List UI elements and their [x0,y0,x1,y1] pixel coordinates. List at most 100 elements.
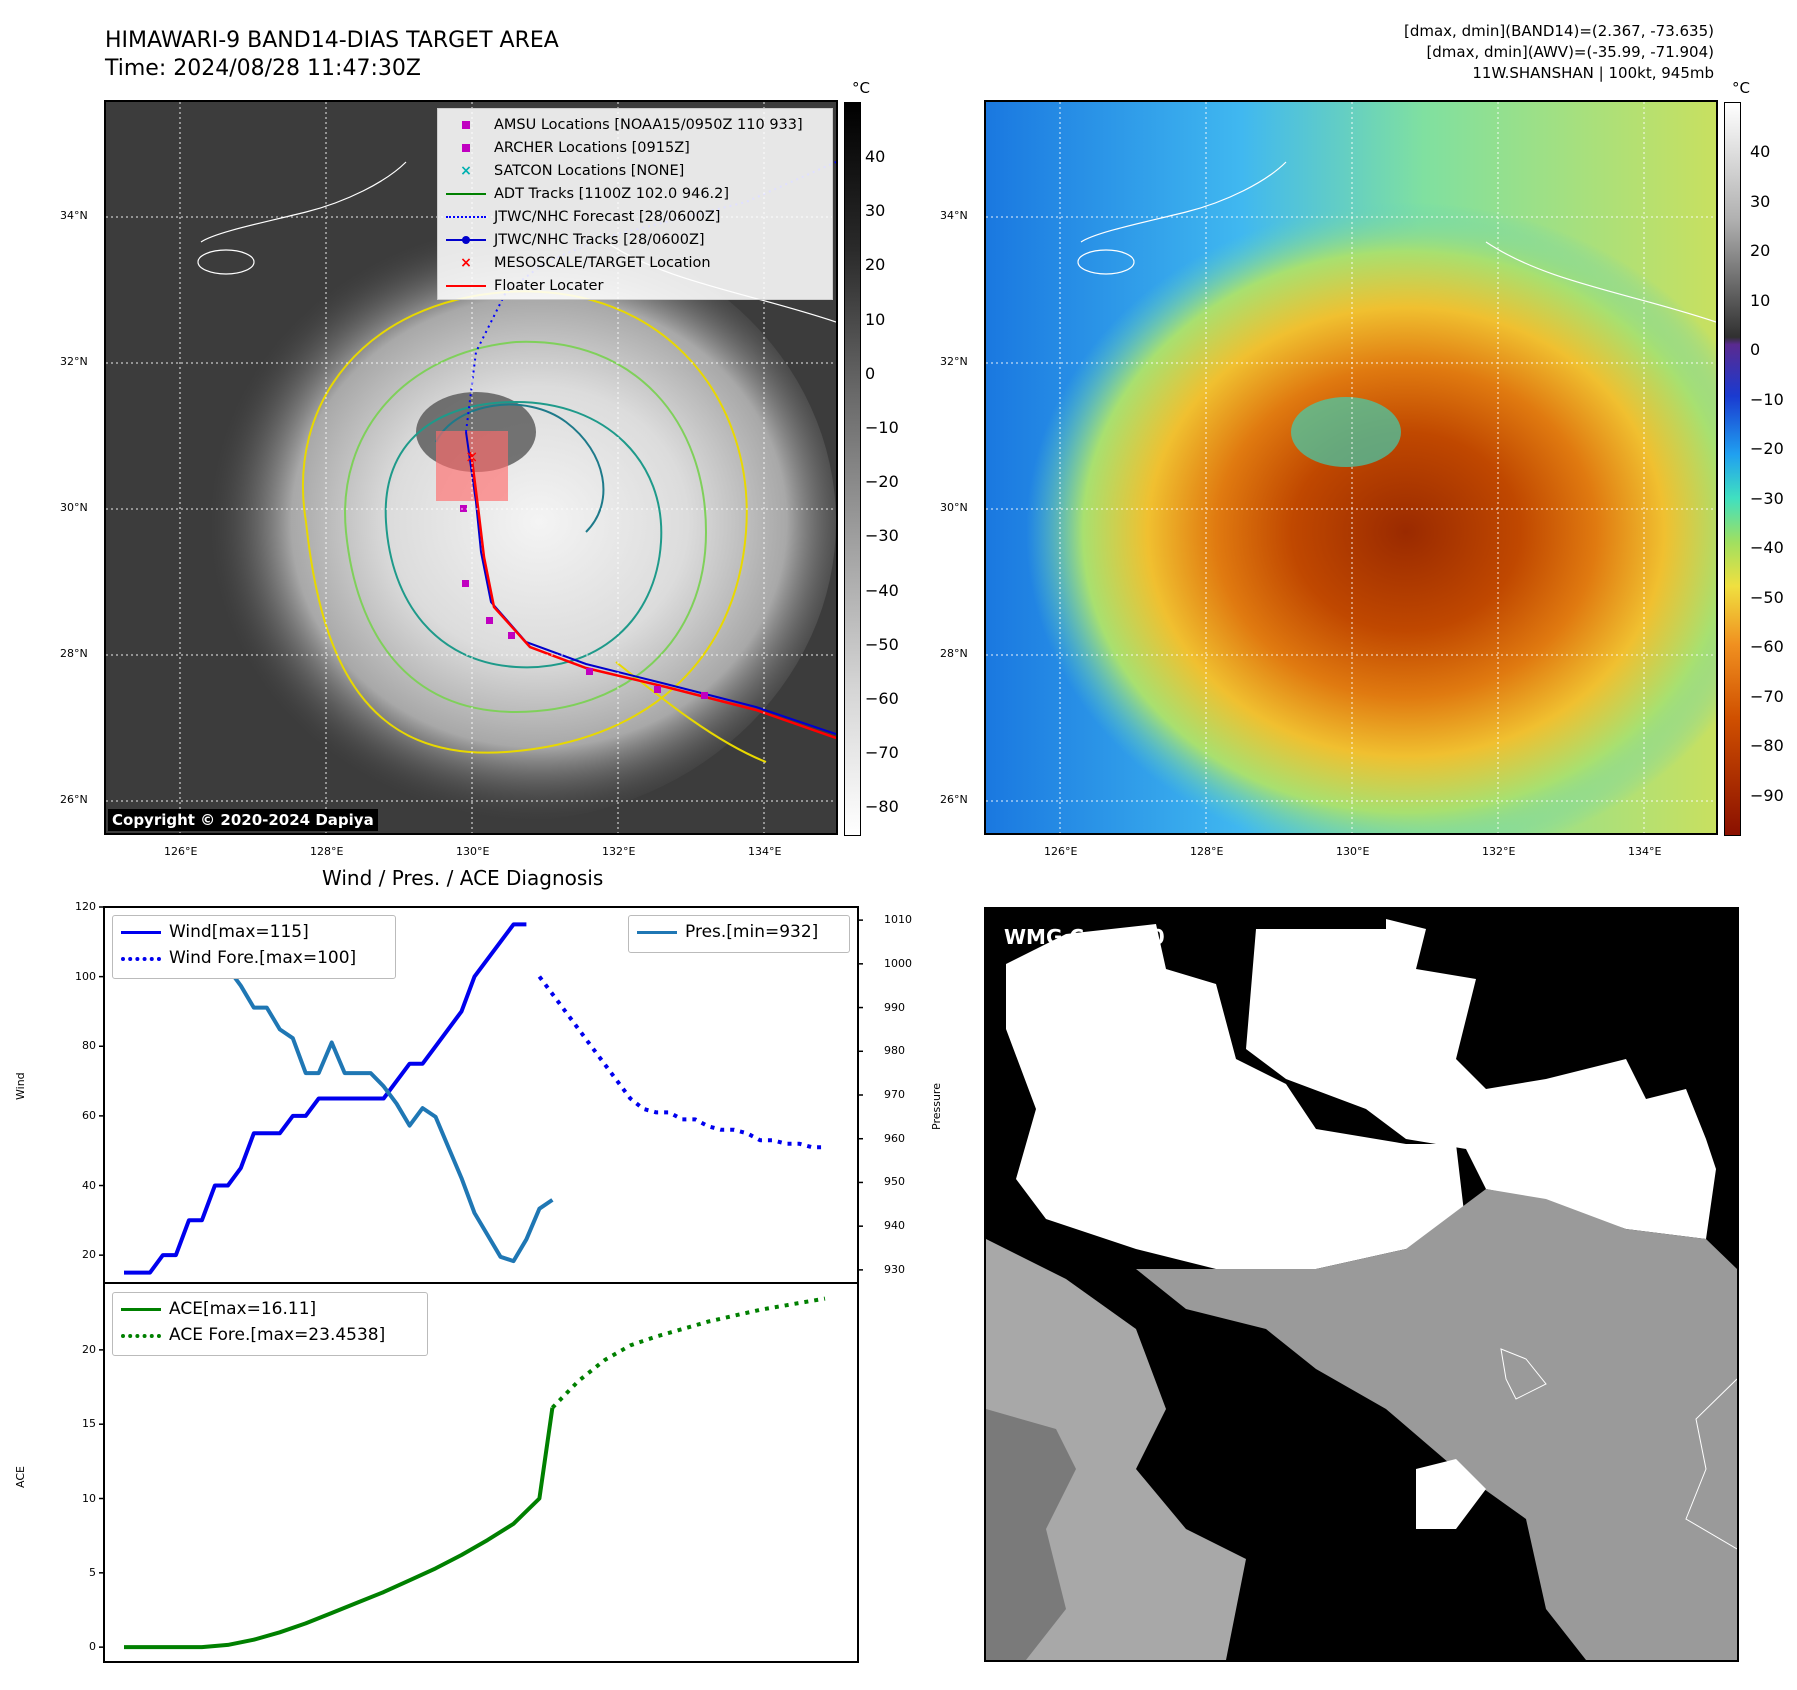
legend-item-ace: ACE[max=16.11] [121,1296,419,1322]
ace-forecast-series-line [550,1296,826,1410]
legend-item-wind: Wind[max=115] [121,919,387,945]
right-colorbar-unit: °C [1732,79,1750,97]
wind-tick: 40 [82,1178,96,1192]
legend-item-archer: ARCHER Locations [0915Z] [446,136,824,159]
pressure-axis-label: Pressure [930,1083,943,1130]
left-colorbar [844,102,861,836]
legend-item-amsu: AMSU Locations [NOAA15/0950Z 110 933] [446,113,824,136]
lon-label: 128°E [310,845,344,858]
legend-item-satcon: × SATCON Locations [NONE] [460,162,685,179]
meta-awv: [dmax, dmin](AWV)=(-35.99, -71.904) [1426,43,1714,61]
wmg-count: WMG Count: 0 [1004,925,1165,949]
ir-map-panel: × AMSU Locations [NOAA15/0950Z 110 933] … [104,100,838,835]
left-colorbar-tick: 10 [865,309,886,329]
left-colorbar-tick: −40 [865,580,899,600]
wmg-image [986,909,1737,1660]
awv-map-panel [984,100,1718,835]
wmg-panel: WMG Count: 0 [984,907,1739,1662]
meta-storm: 11W.SHANSHAN | 100kt, 945mb [1472,64,1714,82]
copyright-notice: Copyright © 2020-2024 Dapiya [108,809,378,831]
left-colorbar-tick: −20 [865,472,899,492]
right-colorbar-tick: 10 [1750,290,1771,310]
left-colorbar-tick: −70 [865,743,899,763]
legend-item-floater: Floater Locater [446,274,824,297]
wind-tick: 100 [75,969,96,983]
svg-text:×: × [465,447,478,466]
lat-label: 30°N [60,501,88,514]
legend-item-adt: ADT Tracks [1100Z 102.0 946.2] [446,182,824,205]
legend-item-ace-fore: ACE Fore.[max=23.4538] [121,1322,419,1348]
lat-label: 34°N [940,209,968,222]
lon-label: 126°E [164,845,198,858]
lon-label: 132°E [602,845,636,858]
left-colorbar-tick: −30 [865,526,899,546]
wind-legend: Wind[max=115] Wind Fore.[max=100] [112,915,396,979]
pressure-tick: 930 [884,1262,905,1276]
lat-label: 30°N [940,501,968,514]
left-colorbar-tick: −10 [865,418,899,437]
ace-panel-frame [103,1282,859,1663]
left-colorbar-tick: 40 [865,147,886,166]
pressure-tick: 980 [884,1044,905,1058]
legend-item-jtwc-forecast: JTWC/NHC Forecast [28/0600Z] [446,205,824,228]
right-colorbar [1724,102,1741,836]
right-colorbar-tick: −70 [1750,686,1784,706]
diagnosis-chart [99,906,863,1663]
pressure-legend: Pres.[min=932] [628,915,850,953]
legend-item-pres: Pres.[min=932] [637,919,841,945]
lon-label: 126°E [1044,845,1078,858]
lon-label: 128°E [1190,845,1224,858]
right-colorbar-tick: −80 [1750,736,1784,755]
lon-label: 134°E [1628,845,1662,858]
awv-map-image [986,102,1716,833]
lat-label: 26°N [60,793,88,806]
chart-title: HIMAWARI-9 BAND14-DIAS TARGET AREA [105,28,559,53]
pressure-tick: 940 [884,1219,905,1233]
lat-label: 28°N [940,647,968,660]
lat-label: 32°N [60,355,88,368]
lon-label: 132°E [1482,845,1516,858]
lon-label: 134°E [748,845,782,858]
right-colorbar-tick: 20 [1750,241,1771,260]
left-colorbar-tick: −50 [865,634,899,654]
lat-label: 28°N [60,647,88,660]
lon-label: 130°E [1336,845,1370,858]
right-colorbar-tick: −90 [1750,785,1784,805]
ace-series-line [124,1407,555,1650]
right-colorbar-tick: −40 [1750,538,1784,557]
right-colorbar-tick: −50 [1750,587,1784,607]
pressure-tick: 990 [884,1000,905,1014]
legend-item-jtwc-tracks: JTWC/NHC Tracks [28/0600Z] [446,228,824,251]
pressure-tick: 1000 [884,956,912,970]
wind-tick: 60 [82,1108,96,1122]
wind-tick: 80 [82,1039,96,1053]
wind-series-line [124,922,527,1275]
left-colorbar-tick: 30 [865,201,886,221]
right-colorbar-tick: 40 [1750,142,1771,161]
wind-tick: 120 [75,900,96,913]
ace-tick: 0 [89,1640,96,1654]
ace-tick: 15 [82,1417,96,1431]
ace-tick: 20 [82,1342,96,1356]
lat-label: 26°N [940,793,968,806]
ace-tick: 5 [89,1565,96,1579]
meta-band14: [dmax, dmin](BAND14)=(2.367, -73.635) [1403,22,1714,40]
left-colorbar-tick: 20 [865,255,886,275]
pressure-tick: 960 [884,1131,905,1145]
right-colorbar-tick: 0 [1750,340,1761,359]
lat-label: 32°N [940,355,968,368]
right-colorbar-tick: −20 [1750,439,1784,458]
lon-label: 130°E [456,845,490,858]
lat-label: 34°N [60,209,88,222]
pressure-tick: 1010 [884,913,912,927]
wind-tick: 20 [82,1248,96,1262]
right-colorbar-tick: −60 [1750,637,1784,656]
wind-forecast-series-line [537,975,825,1150]
ace-tick: 10 [82,1491,96,1505]
pressure-tick: 950 [884,1175,905,1189]
left-colorbar-tick: −80 [865,797,899,817]
left-colorbar-tick: −60 [865,689,899,708]
legend-item-mesoscale: × MESOSCALE/TARGET Location [460,254,711,271]
diagnosis-title: Wind / Pres. / ACE Diagnosis [322,866,604,890]
pressure-tick: 970 [884,1088,905,1101]
